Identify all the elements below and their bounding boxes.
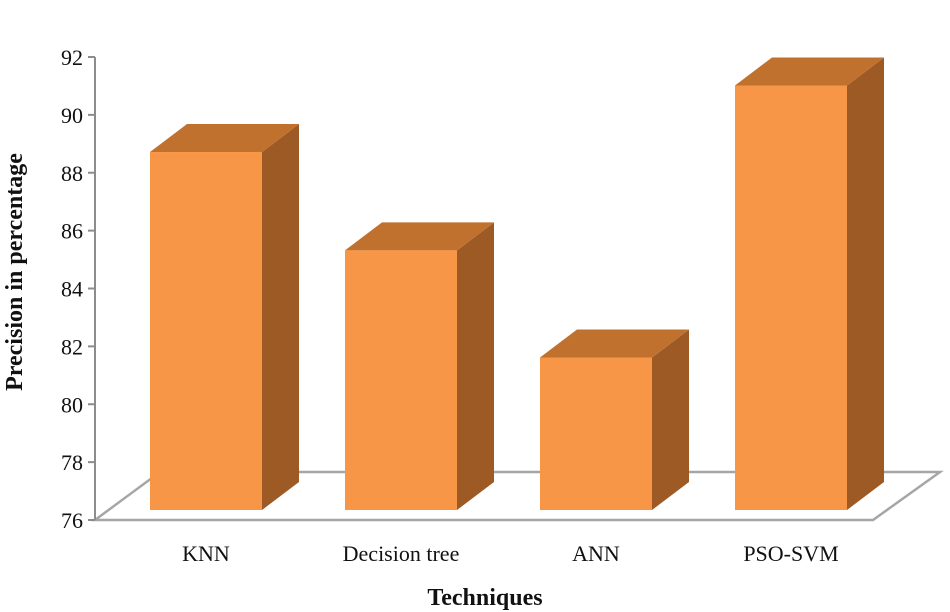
bar-side-face <box>652 329 689 510</box>
bar-top-face <box>735 57 884 86</box>
y-tick-label: 78 <box>61 450 83 475</box>
y-tick-label: 84 <box>61 277 83 302</box>
x-tick-labels: KNN Decision tree ANN PSO-SVM <box>182 541 839 566</box>
y-tick-label: 80 <box>61 392 83 417</box>
bar-front-face <box>735 85 847 510</box>
x-tick-label: KNN <box>182 541 230 566</box>
x-tick-label: ANN <box>572 541 620 566</box>
bar-top-face <box>150 124 299 153</box>
bar-ann <box>540 329 689 510</box>
bar-top-face <box>540 329 689 358</box>
y-tick-label: 82 <box>61 334 83 359</box>
y-tick-label: 90 <box>61 103 83 128</box>
bar-front-face <box>150 152 262 510</box>
y-axis <box>88 56 96 521</box>
x-tick-label: Decision tree <box>343 541 460 566</box>
bar-pso-svm <box>735 57 884 510</box>
y-tick-label: 88 <box>61 161 83 186</box>
bar-decision-tree <box>345 222 494 510</box>
floor-plane <box>91 470 944 522</box>
bar-front-face <box>345 250 457 510</box>
x-axis-title: Techniques <box>427 585 542 611</box>
x-tick-label: PSO-SVM <box>743 541 838 566</box>
y-tick-labels: 76 78 80 82 84 86 88 90 92 <box>61 45 83 533</box>
bar-front-face <box>540 357 652 510</box>
bar-knn <box>150 124 299 511</box>
y-tick-label: 76 <box>61 508 83 533</box>
bar-side-face <box>457 222 494 510</box>
chart-floor <box>91 470 944 522</box>
y-axis-title: Precision in percentage <box>2 153 28 391</box>
bar-side-face <box>262 124 299 511</box>
bar-top-face <box>345 222 494 251</box>
bars <box>150 57 884 511</box>
y-tick-label: 86 <box>61 219 83 244</box>
bar-side-face <box>847 57 884 510</box>
y-tick-label: 92 <box>61 45 83 70</box>
